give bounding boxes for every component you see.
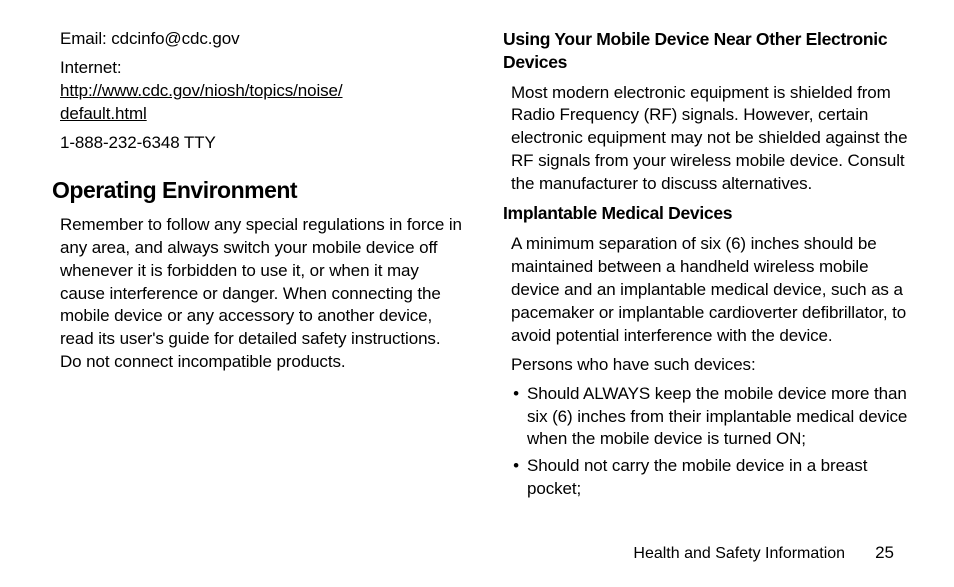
document-page: Email: cdcinfo@cdc.gov Internet: http://… xyxy=(0,0,954,587)
bullet-icon: • xyxy=(511,455,521,501)
implantable-paragraph-1: A minimum separation of six (6) inches s… xyxy=(511,233,914,348)
mobile-near-electronics-paragraph: Most modern electronic equipment is shie… xyxy=(511,82,914,197)
operating-environment-heading: Operating Environment xyxy=(52,177,463,204)
bullet-icon: • xyxy=(511,383,521,452)
mobile-near-electronics-heading: Using Your Mobile Device Near Other Elec… xyxy=(503,28,914,74)
list-item: • Should not carry the mobile device in … xyxy=(511,455,914,501)
internet-label: Internet: xyxy=(60,57,463,80)
implantable-paragraph-2: Persons who have such devices: xyxy=(511,354,914,377)
list-item: • Should ALWAYS keep the mobile device m… xyxy=(511,383,914,452)
email-line: Email: cdcinfo@cdc.gov xyxy=(60,28,463,51)
footer-label: Health and Safety Information xyxy=(633,545,845,563)
right-column: Using Your Mobile Device Near Other Elec… xyxy=(511,28,914,528)
bullet-text: Should not carry the mobile device in a … xyxy=(527,455,914,501)
two-column-layout: Email: cdcinfo@cdc.gov Internet: http://… xyxy=(52,28,914,528)
internet-url-line1[interactable]: http://www.cdc.gov/niosh/topics/noise/ xyxy=(60,80,463,103)
internet-url-line2[interactable]: default.html xyxy=(60,103,463,126)
operating-environment-paragraph: Remember to follow any special regulatio… xyxy=(60,214,463,375)
bullet-text: Should ALWAYS keep the mobile device mor… xyxy=(527,383,914,452)
left-column: Email: cdcinfo@cdc.gov Internet: http://… xyxy=(52,28,463,528)
page-footer: Health and Safety Information 25 xyxy=(633,543,894,563)
implantable-heading: Implantable Medical Devices xyxy=(503,202,914,225)
page-number: 25 xyxy=(875,543,894,563)
bullet-list: • Should ALWAYS keep the mobile device m… xyxy=(511,383,914,502)
phone-line: 1-888-232-6348 TTY xyxy=(60,132,463,155)
